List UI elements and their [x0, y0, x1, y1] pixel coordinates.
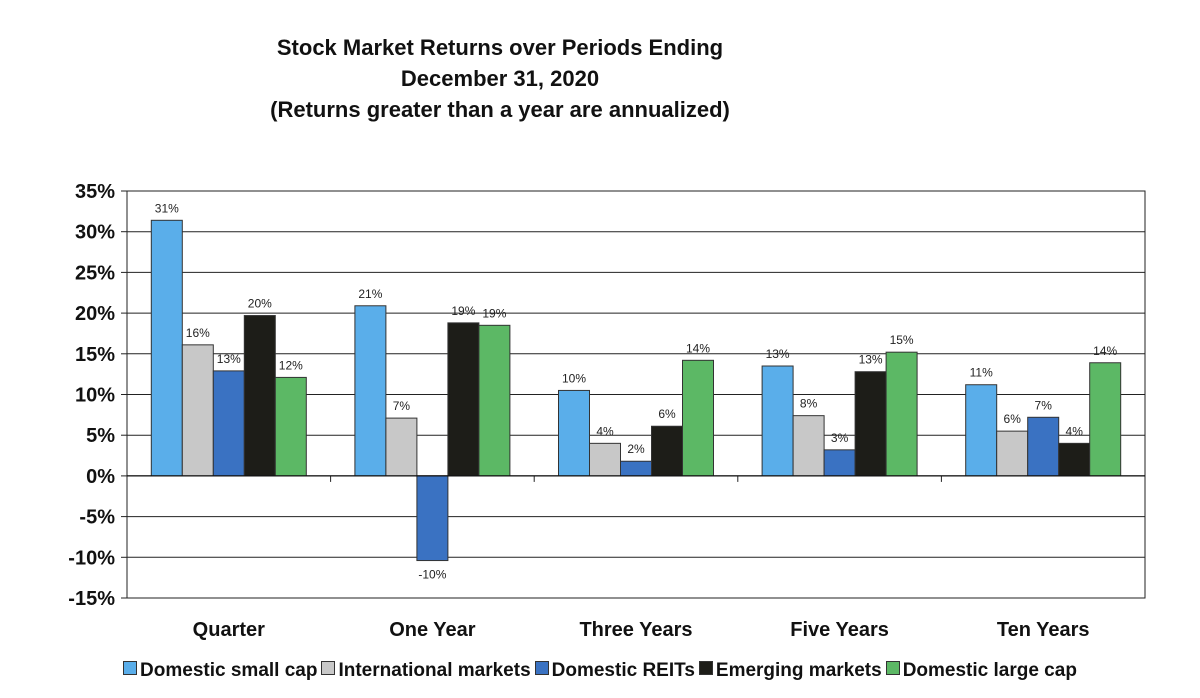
- bar: [792, 415, 825, 477]
- chart-title-line-3: (Returns greater than a year are annuali…: [270, 97, 730, 122]
- bar: [181, 344, 214, 477]
- bar: [854, 371, 887, 477]
- data-label: -10%: [418, 568, 446, 582]
- legend-swatch: [321, 661, 336, 675]
- data-label: 11%: [970, 366, 993, 380]
- data-label: 21%: [358, 287, 382, 301]
- bar: [447, 322, 480, 477]
- data-label: 6%: [1004, 412, 1022, 426]
- legend-item: Domestic REITs: [534, 660, 695, 682]
- y-tick-label: -10%: [68, 547, 115, 569]
- bar: [885, 351, 918, 477]
- data-label: 19%: [482, 306, 506, 320]
- data-label: 19%: [451, 304, 475, 318]
- data-label: 20%: [248, 297, 272, 311]
- bar: [589, 442, 621, 477]
- y-tick-label: 5%: [86, 425, 115, 447]
- data-label: 16%: [186, 326, 210, 340]
- data-label: 10%: [562, 371, 586, 385]
- y-tick-label: 25%: [75, 262, 115, 284]
- data-label: 8%: [800, 397, 818, 411]
- y-tick-label: 30%: [75, 222, 115, 244]
- bar: [965, 384, 998, 477]
- legend-label: International markets: [338, 660, 531, 681]
- bar: [996, 430, 1029, 477]
- data-label: 4%: [596, 424, 614, 438]
- data-label: 4%: [1066, 424, 1084, 438]
- chart-title: Stock Market Returns over Periods Ending…: [200, 32, 800, 125]
- bar: [354, 305, 387, 477]
- bar: [620, 460, 652, 477]
- x-tick-label: One Year: [389, 619, 476, 641]
- bar: [243, 315, 276, 477]
- data-label: 14%: [686, 341, 710, 355]
- data-label: 14%: [1093, 344, 1117, 358]
- data-label: 7%: [393, 399, 411, 413]
- y-tick-label: -5%: [79, 507, 115, 529]
- legend-label: Domestic REITs: [551, 660, 695, 681]
- legend-swatch: [123, 661, 138, 675]
- y-tick-label: 15%: [75, 344, 115, 366]
- legend-label: Domestic small cap: [140, 660, 318, 681]
- x-tick-label: Three Years: [579, 619, 692, 641]
- bar: [823, 449, 856, 477]
- bar: [682, 359, 714, 477]
- data-label: 6%: [658, 407, 676, 421]
- bar: [385, 417, 418, 477]
- data-label: 3%: [831, 431, 849, 445]
- legend-item: Domestic small cap: [123, 660, 317, 682]
- y-tick-label: 0%: [86, 466, 115, 488]
- legend-item: Emerging markets: [698, 660, 882, 682]
- data-label: 13%: [859, 353, 883, 367]
- bar: [274, 376, 307, 477]
- y-tick-label: -15%: [68, 588, 115, 610]
- x-tick-label: Quarter: [193, 619, 265, 641]
- bar: [150, 219, 183, 477]
- legend-swatch: [534, 661, 549, 675]
- bar: [651, 425, 683, 477]
- x-tick-label: Five Years: [790, 619, 889, 641]
- bar: [212, 370, 245, 477]
- y-tick-label: 20%: [75, 303, 115, 325]
- data-label: 12%: [279, 358, 303, 372]
- chart-title-line-2: December 31, 2020: [400, 66, 600, 91]
- data-label: 31%: [155, 201, 179, 215]
- bar: [761, 365, 794, 477]
- data-label: 13%: [217, 352, 241, 366]
- legend-swatch: [698, 661, 713, 675]
- y-tick-label: 35%: [75, 181, 115, 203]
- legend-item: International markets: [321, 660, 531, 682]
- data-label: 2%: [627, 442, 645, 456]
- legend-label: Emerging markets: [715, 660, 882, 681]
- data-label: 7%: [1035, 398, 1053, 412]
- bar: [1058, 442, 1091, 477]
- legend-label: Domestic large cap: [902, 660, 1077, 681]
- data-label: 15%: [890, 333, 914, 347]
- bar: [478, 324, 511, 477]
- y-tick-label: 10%: [75, 385, 115, 407]
- bar: [1089, 362, 1122, 477]
- chart-title-line-1: Stock Market Returns over Periods Ending: [276, 35, 724, 60]
- bar: [558, 389, 590, 477]
- data-label: 13%: [766, 347, 790, 361]
- legend-swatch: [885, 661, 900, 675]
- x-tick-label: Ten Years: [997, 619, 1090, 641]
- bar: [416, 475, 449, 562]
- bar: [1027, 416, 1060, 477]
- chart-legend: Domestic small cap International markets D…: [0, 660, 1200, 682]
- legend-item: Domestic large cap: [885, 660, 1077, 682]
